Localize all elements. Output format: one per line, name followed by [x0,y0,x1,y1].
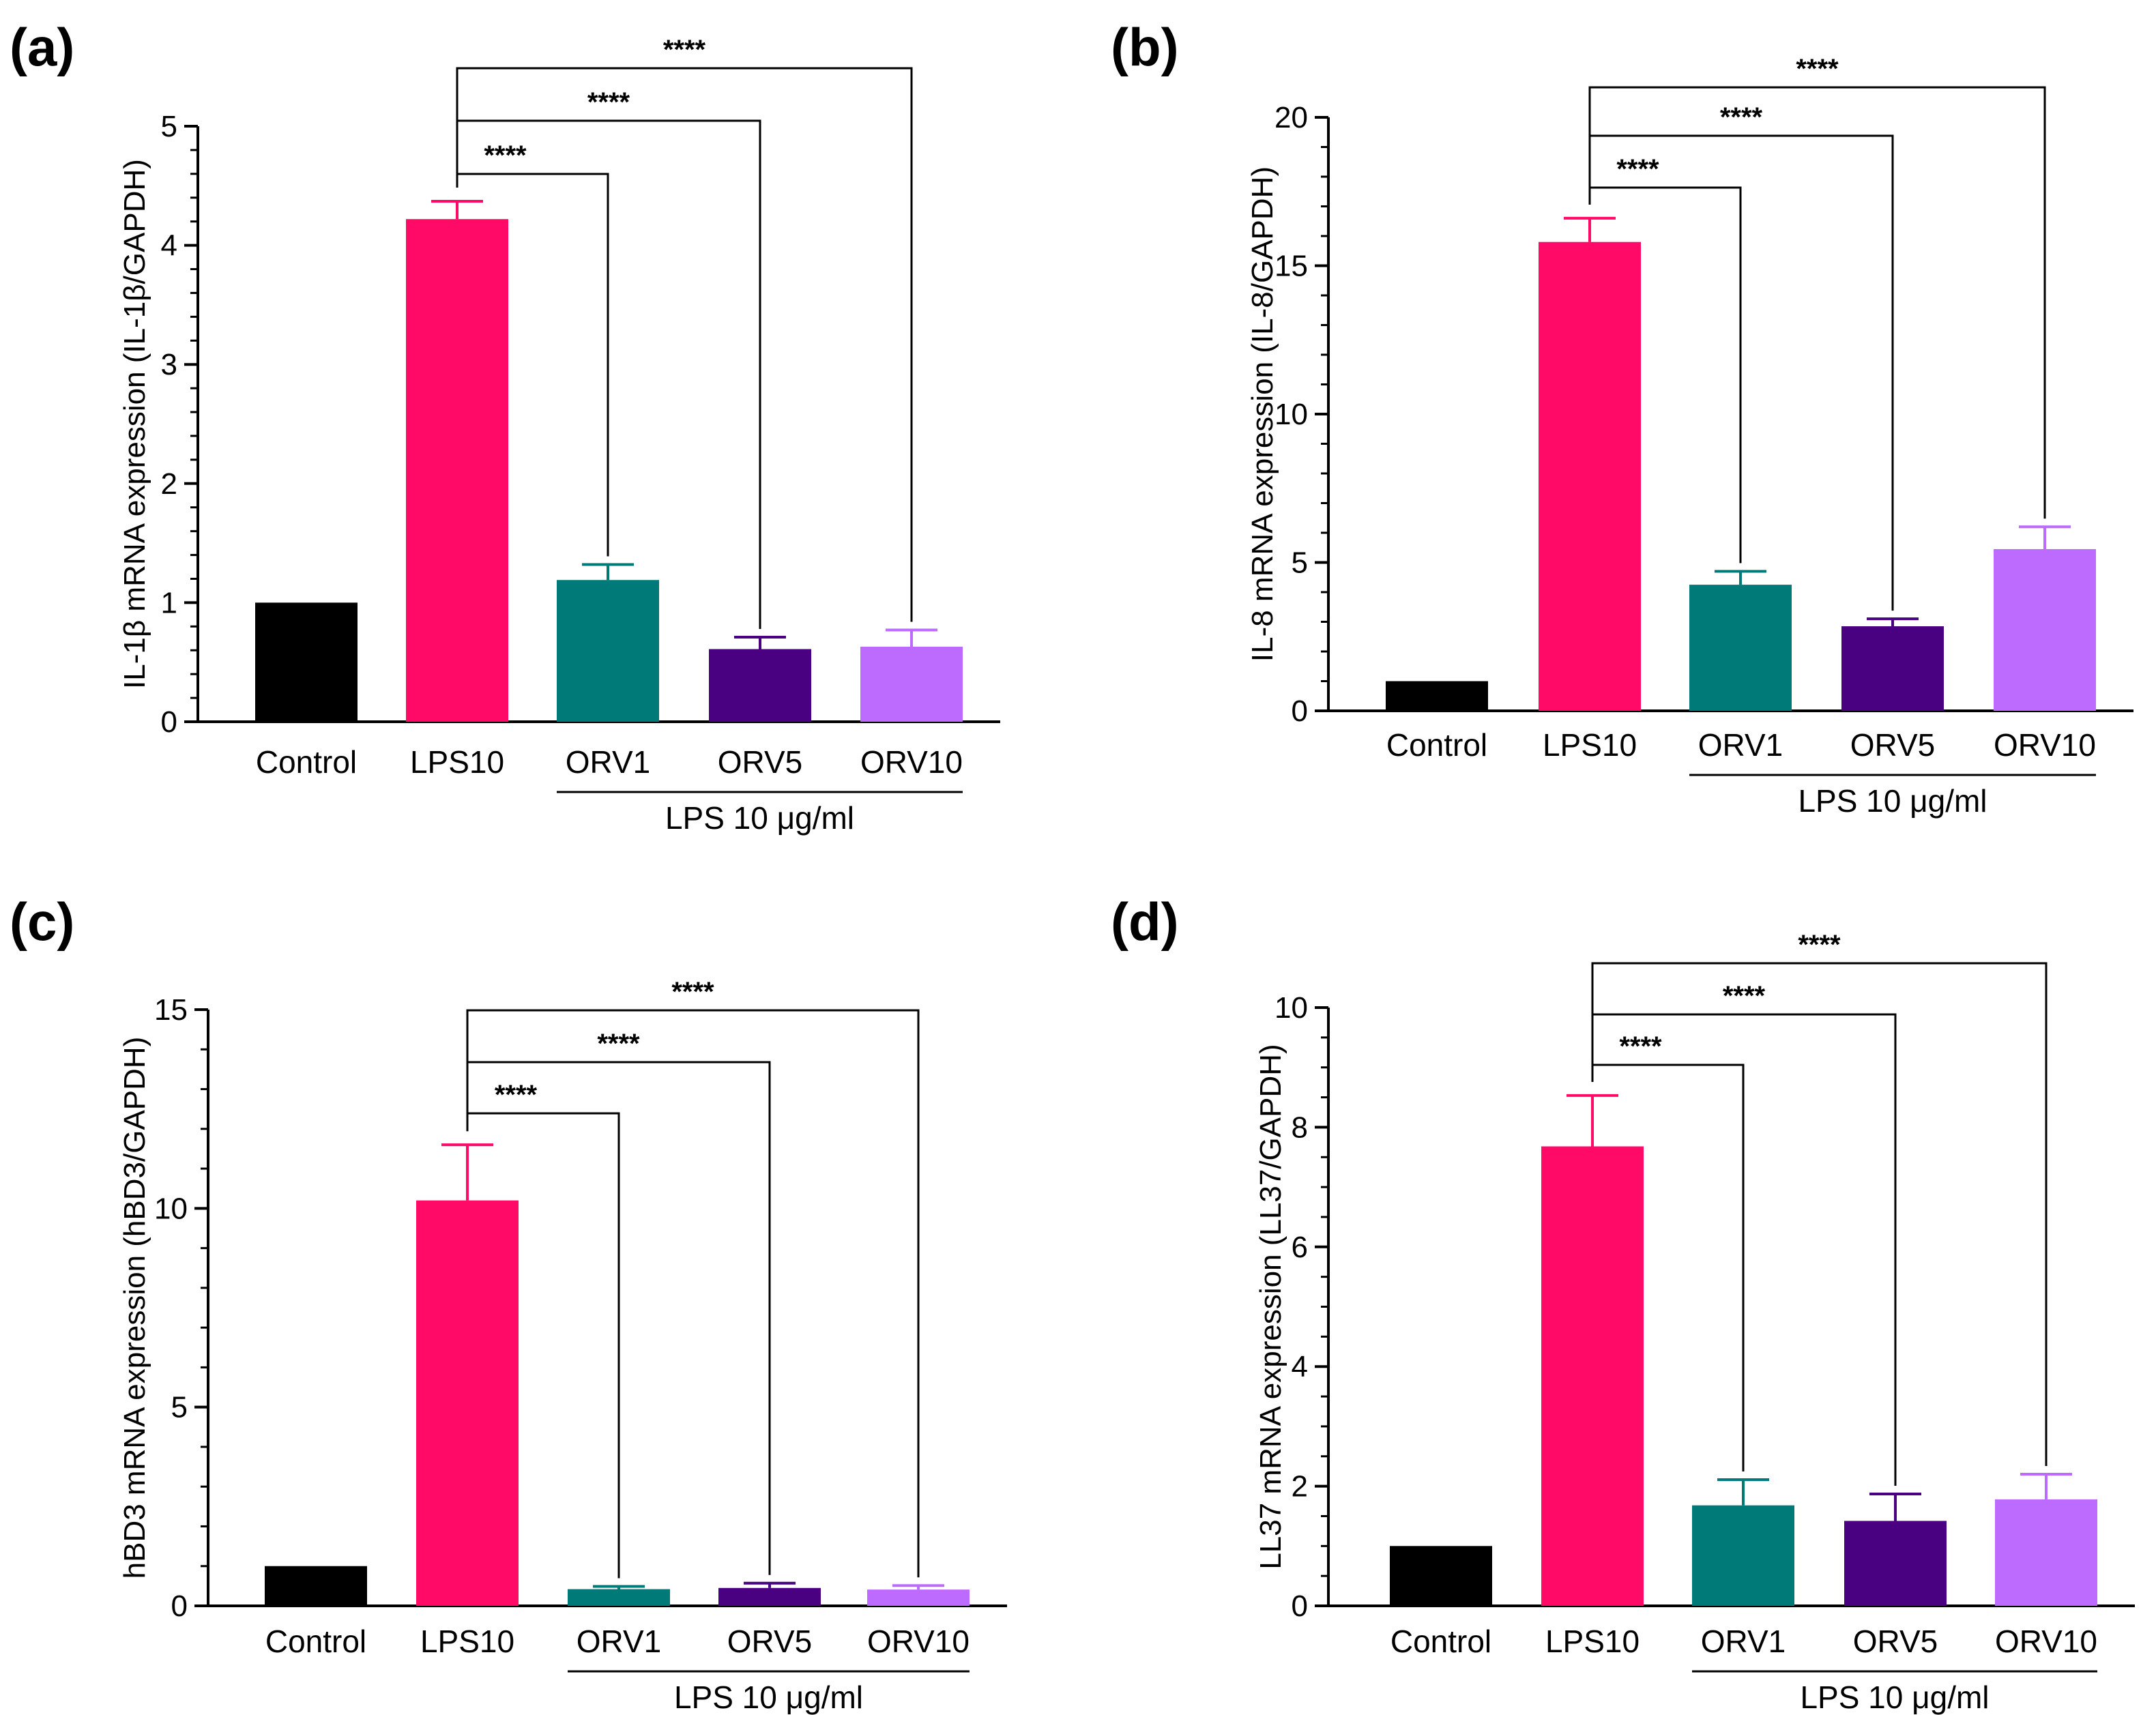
group-label: LPS 10 μg/ml [674,1680,863,1715]
bar-orv5 [718,1587,821,1606]
bar-lps10 [1539,241,1641,711]
category-label-orv1: ORV1 [1701,1624,1786,1659]
y-tick-label: 1 [161,586,177,619]
panel-label: (a) [10,17,74,77]
significance-label: **** [1619,1031,1662,1061]
category-label-control: Control [1390,1624,1491,1659]
significance-bracket [1591,962,2048,1467]
group-label: LPS 10 μg/ml [1798,783,1987,819]
y-tick-label: 10 [1274,991,1308,1025]
panel-label: (c) [10,892,74,952]
category-label-orv10: ORV10 [1994,727,2096,763]
y-tick-label: 0 [171,1589,188,1623]
significance-bracket [1588,86,2046,519]
y-tick-label: 15 [154,993,188,1027]
bar-orv1 [568,1589,670,1606]
bar-lps10 [406,219,508,722]
group-label: LPS 10 μg/ml [1800,1680,1989,1715]
category-label-orv1: ORV1 [566,744,650,780]
significance-label: **** [663,35,706,65]
bar-orv10 [860,647,963,722]
category-label-orv10: ORV10 [867,1624,970,1659]
bar-control [265,1566,367,1606]
y-tick-label: 0 [1292,1589,1308,1623]
y-tick-label: 0 [161,705,177,739]
y-axis-title: IL-1β mRNA expression (IL-1β/GAPDH) [118,159,151,689]
bar-lps10 [1541,1146,1644,1606]
category-label-lps10: LPS10 [420,1624,514,1659]
category-label-control: Control [265,1624,366,1659]
category-label-orv5: ORV5 [1850,727,1935,763]
significance-label: **** [1798,930,1841,960]
y-tick-label: 5 [161,110,177,143]
significance-label: **** [1616,154,1659,184]
y-tick-label: 5 [1292,546,1308,580]
significance-bracket [456,67,913,622]
significance-label: **** [597,1029,640,1059]
significance-label: **** [671,977,714,1007]
y-tick-label: 3 [161,348,177,381]
y-axis-title: IL-8 mRNA expression (IL-8/GAPDH) [1246,166,1279,662]
chart-panel-a: (a) 0 1 2 3 4 5 IL-1β mRNA expression (IL-1β/GA… [10,17,1000,836]
category-label-lps10: LPS10 [1543,727,1637,763]
category-label-orv10: ORV10 [1995,1624,2097,1659]
y-tick-label: 15 [1274,250,1308,283]
category-label-orv5: ORV5 [1853,1624,1938,1659]
category-label-orv10: ORV10 [860,744,963,780]
category-label-lps10: LPS10 [1545,1624,1640,1659]
y-tick-label: 10 [154,1192,188,1225]
bar-orv5 [1841,626,1944,711]
category-label-orv1: ORV1 [577,1624,661,1659]
y-tick-label: 5 [171,1391,188,1424]
y-axis-title: LL37 mRNA expression (LL37/GAPDH) [1254,1044,1287,1569]
y-tick-label: 4 [161,229,177,263]
category-label-orv5: ORV5 [718,744,802,780]
significance-label: **** [495,1080,538,1110]
y-tick-label: 2 [161,467,177,501]
bar-orv1 [1692,1505,1794,1606]
category-label-orv1: ORV1 [1698,727,1783,763]
chart-panel-b: (b) 0 5 10 15 20 IL-8 mRNA expression (IL-8/GA… [1111,17,2133,819]
bar-control [1390,1546,1492,1606]
y-tick-label: 10 [1274,398,1308,431]
bar-orv10 [1995,1499,2097,1606]
bar-orv1 [1689,585,1792,711]
panel-label: (b) [1111,17,1179,77]
category-label-control: Control [1386,727,1487,763]
category-label-lps10: LPS10 [410,744,504,780]
y-tick-label: 0 [1292,694,1308,728]
significance-label: **** [1723,981,1766,1011]
y-tick-label: 4 [1292,1350,1308,1383]
category-label-control: Control [256,744,357,780]
group-label: LPS 10 μg/ml [665,800,854,836]
panel-label: (d) [1111,892,1179,952]
bar-orv10 [1994,548,2096,711]
significance-label: **** [587,87,630,117]
significance-label: **** [1796,54,1839,84]
bar-control [1386,681,1488,711]
bar-orv1 [557,580,659,722]
y-tick-label: 2 [1292,1470,1308,1504]
significance-bracket [466,1009,920,1578]
bar-orv5 [1844,1521,1947,1606]
bar-control [255,602,358,722]
chart-panel-d: (d) 0 2 4 6 8 10 LL37 mRNA expression (LL37/GAP… [1111,892,2135,1715]
y-tick-label: 20 [1274,101,1308,134]
significance-label: **** [1720,102,1763,132]
bar-lps10 [416,1200,519,1606]
y-tick-label: 8 [1292,1111,1308,1144]
bar-orv5 [709,649,811,722]
y-tick-label: 6 [1292,1231,1308,1264]
y-axis-title: hBD3 mRNA expression (hBD3/GAPDH) [118,1037,151,1579]
category-label-orv5: ORV5 [727,1624,812,1659]
significance-label: **** [484,141,527,171]
bar-orv10 [867,1589,970,1606]
